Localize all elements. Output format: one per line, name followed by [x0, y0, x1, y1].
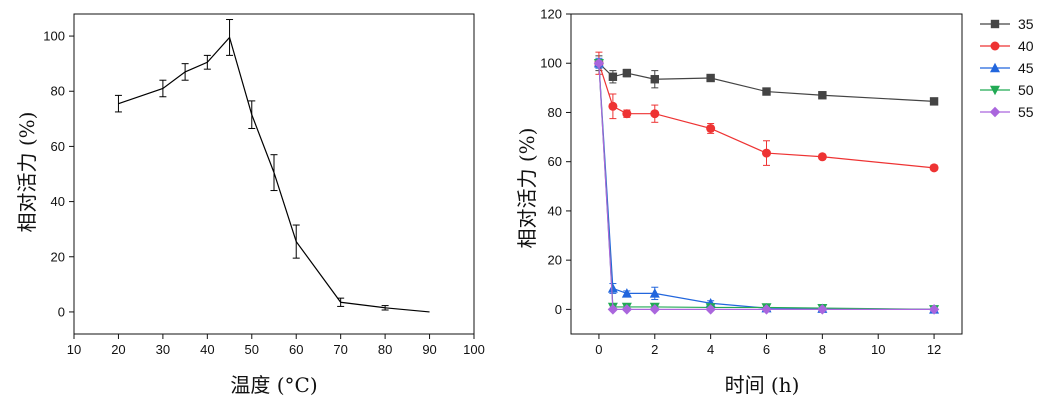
right-x-axis-label: 时间 (h): [725, 373, 800, 397]
right-x-tick-label: 10: [871, 342, 885, 357]
temperature-chart: 温度 (°C) 相对活力 (%) 10 20 30 40 50 60 70 80 90 100 0 2…: [15, 13, 485, 397]
right-y-tick-label: 20: [548, 253, 562, 268]
left-x-tick-label: 70: [333, 342, 347, 357]
right-x-tick-label: 2: [651, 342, 658, 357]
right-data-point: [621, 288, 632, 298]
right-data-point: [593, 58, 605, 69]
right-data-point: [818, 91, 827, 100]
right-y-tick-label: 60: [548, 154, 562, 169]
right-data-point: [608, 101, 618, 111]
left-y-tick-label: 0: [58, 304, 65, 319]
left-x-tick-label: 20: [111, 342, 125, 357]
right-series-50: [593, 59, 940, 315]
left-x-tick-label: 90: [422, 342, 436, 357]
right-data-point: [650, 109, 660, 119]
right-x-tick-label: 8: [819, 342, 826, 357]
left-y-axis-label: 相对活力 (%): [15, 112, 39, 233]
legend-marker-50: [990, 85, 1000, 96]
right-data-point: [706, 73, 715, 83]
legend-label-40: 40: [1018, 38, 1034, 54]
legend-label-55: 55: [1018, 104, 1034, 120]
left-y-tick-label: 80: [51, 84, 65, 99]
legend-label-50: 50: [1018, 82, 1034, 98]
right-legend: 35 40 45 50 55: [980, 16, 1034, 120]
left-x-tick-label: 30: [156, 342, 170, 357]
right-series-40: [594, 51, 939, 173]
right-data-point: [608, 72, 618, 81]
right-series-35: [594, 55, 939, 106]
right-data-point: [622, 68, 632, 78]
right-x-tick-label: 0: [595, 342, 602, 357]
right-data-point: [762, 148, 771, 158]
legend-marker-40: [990, 41, 1000, 51]
right-data-point: [929, 163, 939, 173]
time-stability-chart: 时间 (h) 相对活力 (%) 0 2 4 6 8 10 12020406080100120…: [515, 7, 1034, 398]
right-y-tick-label: 80: [548, 105, 562, 120]
legend-marker-55: [989, 106, 1001, 118]
right-y-tick-label: 120: [540, 7, 562, 22]
left-x-tick-label: 10: [67, 342, 81, 357]
left-x-tick-label: 100: [463, 342, 485, 357]
left-x-tick-label: 40: [200, 342, 214, 357]
right-data-point: [607, 283, 618, 293]
right-data-point: [705, 304, 716, 315]
right-y-tick-label: 0: [555, 302, 562, 317]
right-data-point: [817, 152, 827, 162]
left-y-tick-label: 40: [51, 194, 65, 209]
right-series-line: [598, 63, 935, 310]
right-data-point: [762, 87, 771, 96]
right-data-point: [607, 304, 619, 315]
left-series-line: [118, 36, 430, 313]
right-data-point: [650, 75, 659, 84]
right-series-55: [593, 58, 940, 315]
right-series-line: [598, 63, 935, 310]
right-y-tick-label: 100: [540, 56, 562, 71]
legend-label-45: 45: [1018, 60, 1034, 76]
left-y-tick-label: 100: [43, 29, 65, 44]
legend-marker-45: [990, 62, 1000, 73]
left-x-axis-label: 温度 (°C): [230, 373, 317, 397]
right-series-45: [593, 57, 940, 314]
right-x-tick-label: 12: [927, 342, 941, 357]
left-x-tick-label: 80: [378, 342, 392, 357]
right-data-point: [761, 304, 772, 315]
left-y-tick-label: 60: [51, 139, 65, 154]
right-x-tick-label: 4: [707, 342, 714, 357]
left-plot-frame: [73, 13, 475, 335]
right-y-axis-label: 相对活力 (%): [515, 128, 539, 249]
left-x-tick-label: 60: [289, 342, 303, 357]
right-data-point: [929, 97, 939, 106]
right-data-point: [649, 304, 660, 315]
right-data-point: [817, 304, 828, 315]
left-x-tick-label: 50: [245, 342, 259, 357]
right-data-point: [928, 304, 940, 315]
right-data-point: [622, 109, 632, 119]
left-y-tick-label: 20: [51, 249, 65, 264]
left-series-0: [114, 19, 430, 313]
right-x-tick-label: 6: [763, 342, 770, 357]
right-y-tick-label: 40: [548, 203, 562, 218]
legend-label-35: 35: [1018, 16, 1034, 32]
right-plot-frame: [570, 13, 963, 335]
right-data-point: [706, 123, 716, 133]
right-series-line: [598, 63, 935, 310]
legend-marker-35: [990, 19, 1000, 29]
right-data-point: [649, 288, 660, 298]
right-data-point: [621, 304, 633, 315]
